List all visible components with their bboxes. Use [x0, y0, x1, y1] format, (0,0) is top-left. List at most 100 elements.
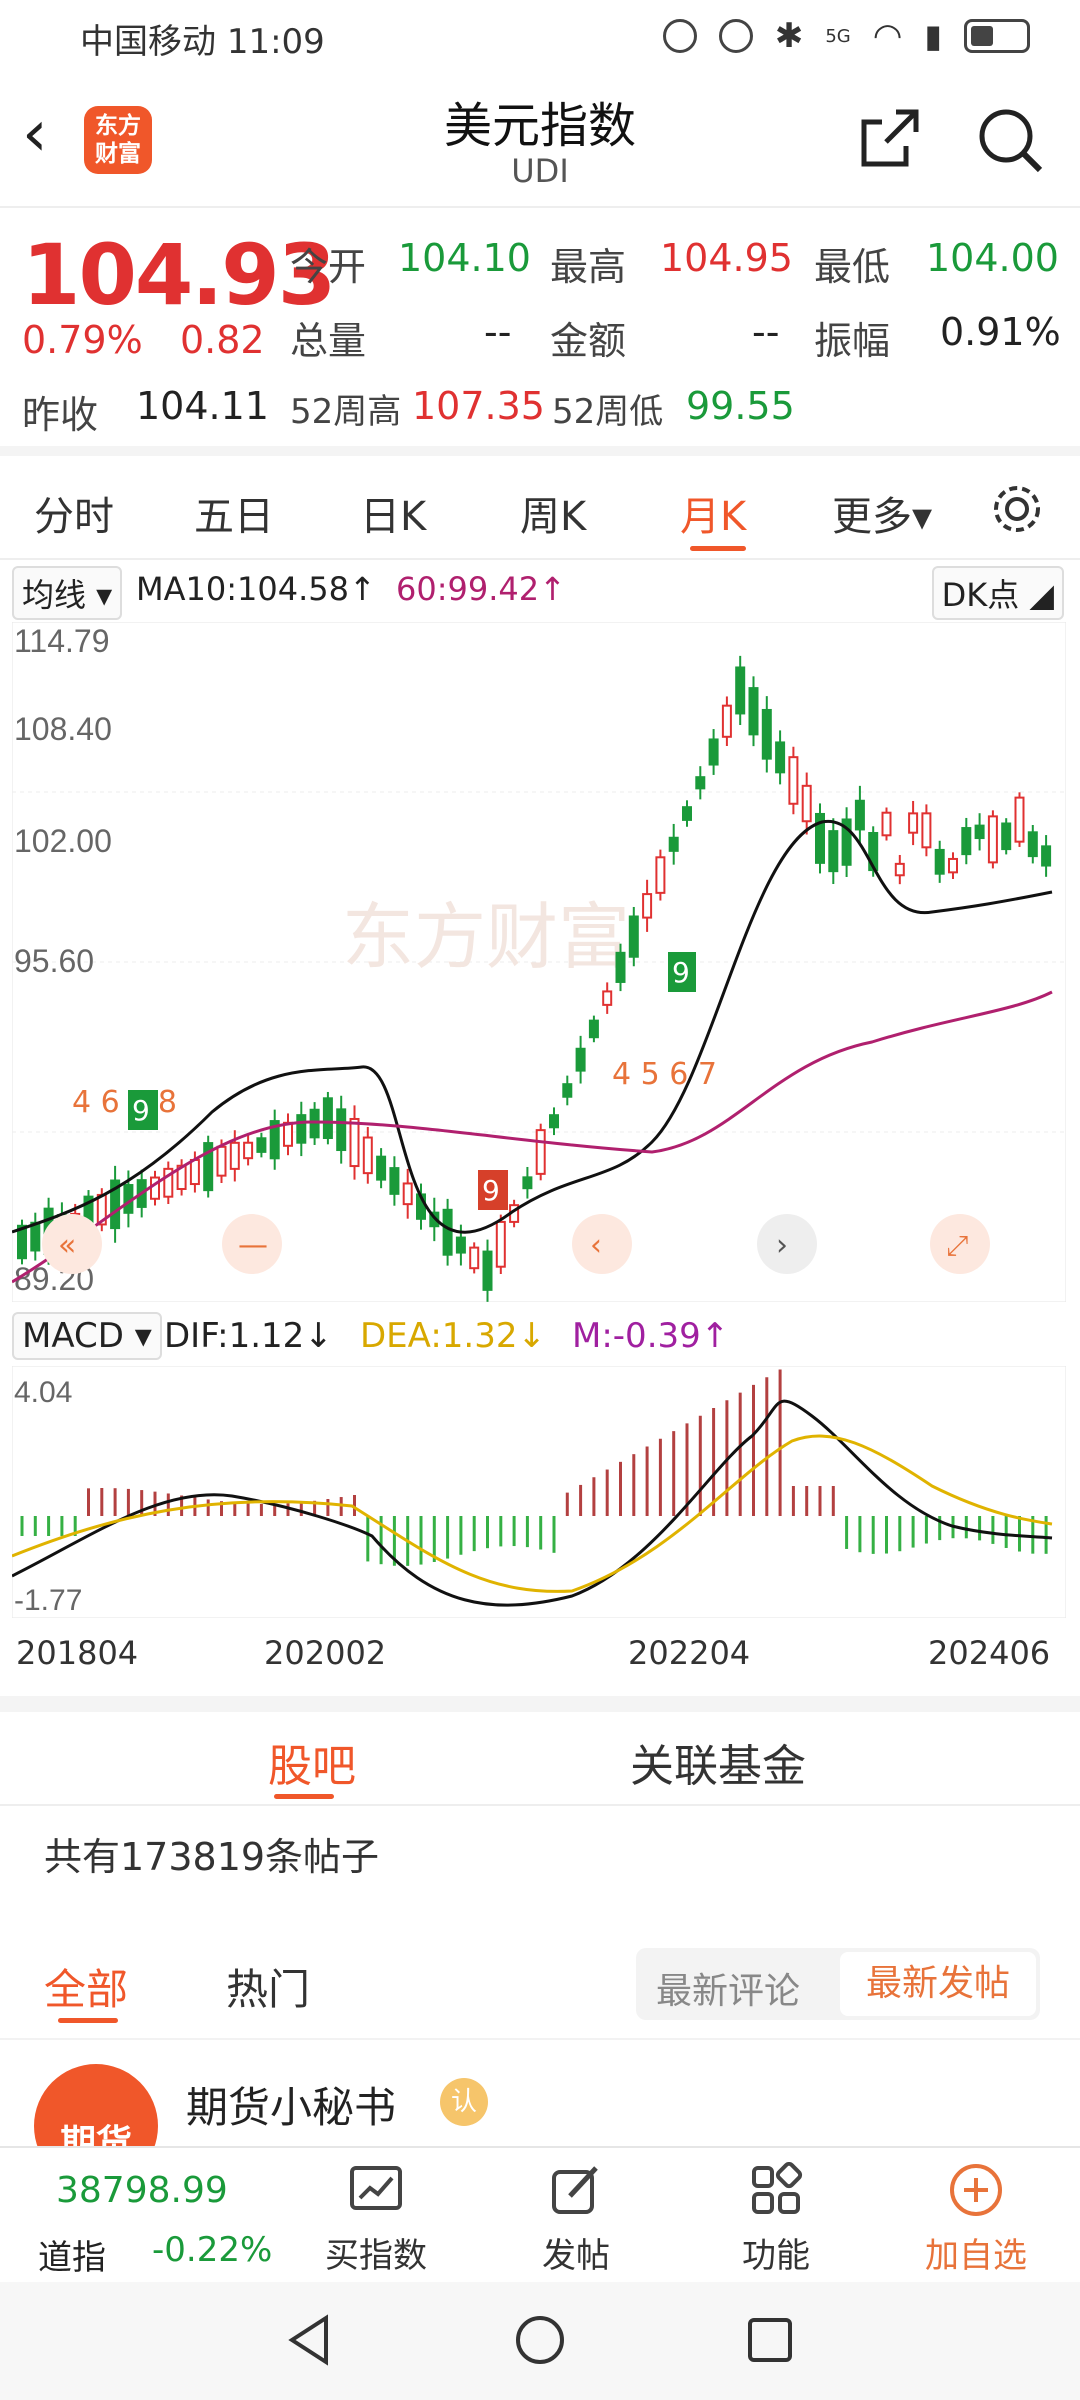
signal-icon: ▮	[924, 17, 942, 55]
functions-button[interactable]: 功能	[706, 2162, 846, 2277]
share-icon[interactable]	[856, 106, 922, 172]
forum-tabs: 股吧 关联基金	[0, 1696, 1080, 1806]
candle	[256, 1137, 267, 1153]
candle	[961, 827, 972, 856]
svg-text:9: 9	[672, 956, 690, 989]
candle	[269, 1120, 280, 1160]
candle	[668, 836, 679, 852]
active-tab-indicator	[274, 1794, 334, 1799]
w52-low-value: 99.55	[686, 384, 795, 428]
functions-label: 功能	[742, 2236, 810, 2276]
candle	[1041, 845, 1052, 867]
candle	[163, 1167, 174, 1198]
tab-daily[interactable]: 日K	[360, 494, 427, 540]
candle	[655, 856, 666, 894]
candle	[854, 799, 865, 831]
chart-nav-buttons[interactable]: « — ‹ › ⤢	[42, 1214, 990, 1274]
candle	[721, 704, 732, 738]
w52-high-label: 52周高	[290, 392, 402, 432]
macd-tick-label: 4.04	[14, 1376, 72, 1409]
tab-5day[interactable]: 五日	[194, 494, 274, 540]
candle	[522, 1176, 533, 1190]
expand-icon[interactable]: ⤢	[946, 1229, 968, 1262]
y-tick-label: 108.40	[14, 711, 112, 747]
home-circle-icon[interactable]	[512, 2312, 568, 2368]
candle	[336, 1108, 347, 1152]
post-author[interactable]: 期货小秘书	[186, 2083, 397, 2132]
tab-related-funds[interactable]: 关联基金	[630, 1741, 806, 1792]
candle	[1014, 796, 1025, 843]
post-label: 发帖	[542, 2236, 610, 2276]
back-triangle-icon[interactable]	[282, 2312, 338, 2368]
signal-marks: 4 6 7 8 9 4 5 6 7 9 9	[72, 952, 717, 1210]
candle	[455, 1236, 466, 1254]
ma-selector[interactable]: 均线 ▾	[12, 566, 123, 620]
candle	[243, 1141, 254, 1160]
tab-intraday[interactable]: 分时	[34, 494, 114, 540]
candle	[868, 831, 879, 872]
page-subtitle: UDI	[511, 152, 569, 190]
active-subtab-indicator	[58, 2018, 118, 2023]
period-tabs: 分时 五日 日K 周K 月K 更多▾	[0, 456, 1080, 560]
candle	[1027, 831, 1038, 858]
post-count: 共有173819条帖子	[44, 1835, 380, 1879]
x-label: 202406	[928, 1634, 1051, 1672]
dk-selector[interactable]: DK点 ◢	[931, 566, 1064, 620]
candle	[775, 741, 786, 774]
quote-panel: 104.93 0.79% 0.82 昨收 104.11 今开 104.10 最高…	[0, 208, 1080, 456]
volume-label: 总量	[290, 319, 367, 363]
y-tick-label: 102.00	[14, 823, 112, 859]
chevron-left-icon[interactable]: ‹	[590, 1228, 602, 1263]
macd-tick-label: -1.77	[14, 1584, 82, 1617]
high-value: 104.95	[660, 236, 793, 280]
open-label: 今开	[290, 245, 367, 289]
index-name[interactable]: 道指	[38, 2238, 106, 2278]
tab-weekly[interactable]: 周K	[520, 494, 587, 540]
macd-selector[interactable]: MACD ▾	[12, 1312, 162, 1360]
chevron-left-icon[interactable]: ‹	[22, 97, 48, 171]
candle	[283, 1121, 293, 1147]
candle	[322, 1097, 333, 1140]
y-tick-label: 95.60	[14, 943, 94, 979]
x-label: 201804	[16, 1634, 139, 1672]
recents-square-icon[interactable]	[742, 2312, 798, 2368]
alarm-icon	[718, 19, 753, 53]
buy-index-button[interactable]: 买指数	[306, 2162, 446, 2277]
double-chevron-left-icon[interactable]: «	[58, 1228, 76, 1263]
candle	[881, 811, 892, 837]
tab-monthly[interactable]: 月K	[680, 494, 747, 540]
low-value: 104.00	[926, 236, 1059, 280]
index-value[interactable]: 38798.99	[56, 2170, 228, 2211]
y-tick-label: 114.79	[14, 623, 110, 659]
add-circle-icon	[950, 2164, 1002, 2216]
candle	[309, 1108, 320, 1139]
add-watchlist-button[interactable]: 加自选	[906, 2162, 1046, 2277]
post-item[interactable]: 期货 期货小秘书 认	[0, 2050, 1080, 2188]
minus-icon[interactable]: —	[238, 1228, 268, 1263]
candle	[376, 1155, 387, 1181]
gear-icon[interactable]	[990, 482, 1044, 536]
volume-value: --	[484, 310, 512, 354]
dif-value: DIF:1.12↓	[164, 1316, 333, 1356]
subtab-hot[interactable]: 热门	[226, 1965, 311, 2014]
tab-more[interactable]: 更多▾	[832, 494, 933, 540]
change-value: 0.82	[180, 318, 265, 362]
sort-latest-comment[interactable]: 最新评论	[656, 1971, 801, 2012]
subtab-all[interactable]: 全部	[44, 1965, 129, 2014]
tab-forum[interactable]: 股吧	[268, 1741, 356, 1792]
candle	[17, 1224, 27, 1260]
candle	[748, 687, 759, 736]
candle	[30, 1221, 41, 1252]
index-change[interactable]: -0.22%	[152, 2230, 273, 2270]
search-icon[interactable]	[974, 104, 1046, 176]
chevron-right-icon[interactable]: ›	[776, 1228, 788, 1263]
candle	[682, 806, 692, 821]
post-button[interactable]: 发帖	[506, 2162, 646, 2277]
ma60-line	[12, 990, 1053, 1284]
candle	[695, 776, 706, 790]
prev-close-label: 昨收	[22, 393, 99, 437]
sort-latest-post[interactable]: 最新发帖	[840, 1952, 1036, 2016]
verified-badge-icon: 认	[440, 2078, 488, 2126]
change-pct: 0.79%	[22, 318, 143, 362]
